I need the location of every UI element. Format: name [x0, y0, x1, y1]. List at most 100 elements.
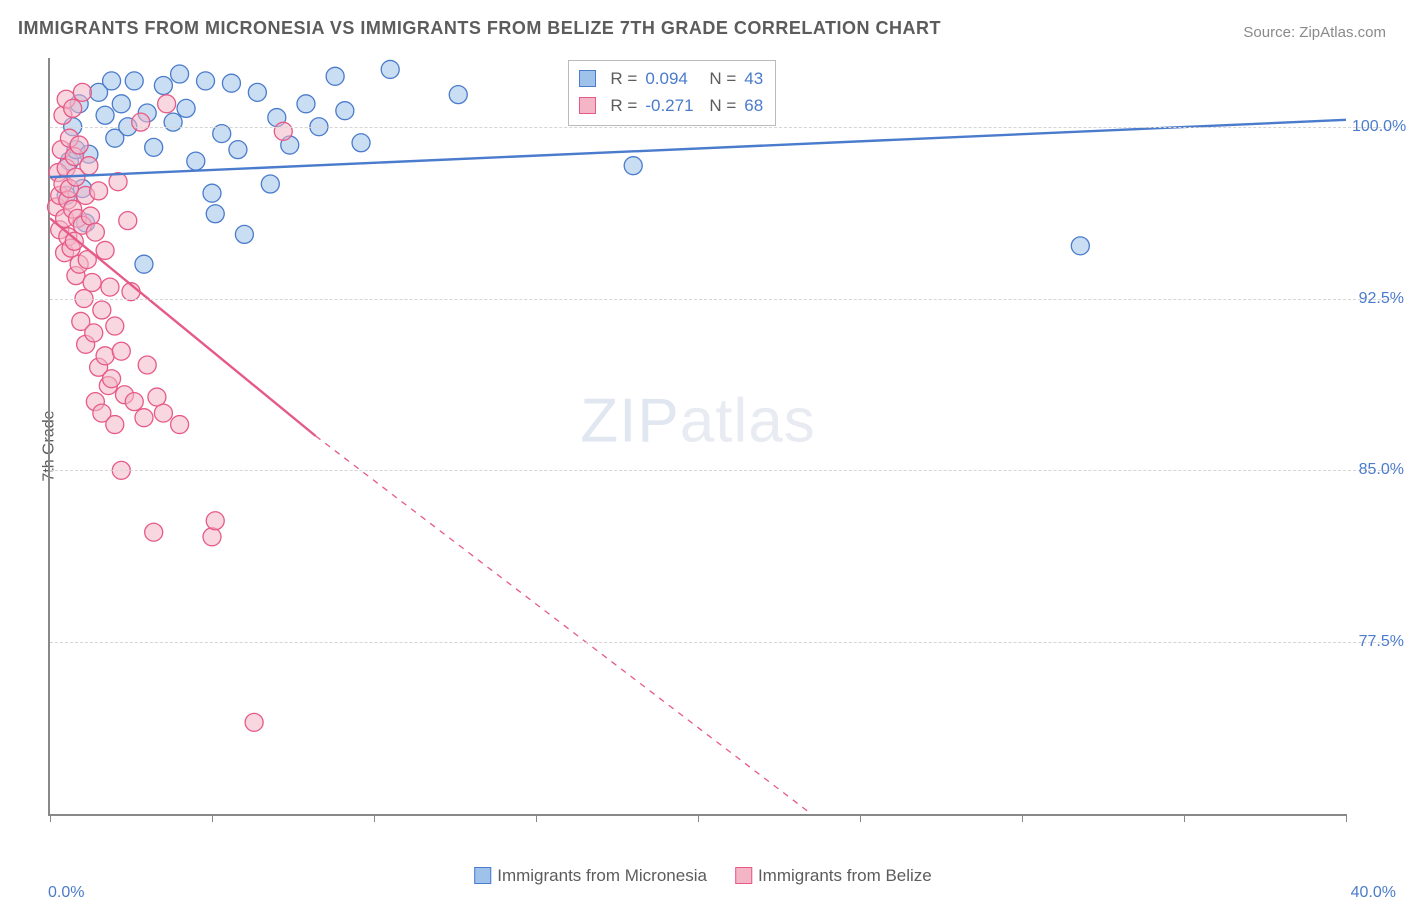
data-point: [145, 523, 163, 541]
data-point: [83, 274, 101, 292]
data-point: [158, 95, 176, 113]
data-point: [106, 317, 124, 335]
legend-item: Immigrants from Micronesia: [474, 866, 707, 886]
data-point: [135, 409, 153, 427]
data-point: [624, 157, 642, 175]
data-point: [297, 95, 315, 113]
data-point: [248, 83, 266, 101]
legend-item: Immigrants from Belize: [735, 866, 932, 886]
legend-stats-row: R = -0.271 N = 68: [579, 92, 763, 119]
data-point: [274, 122, 292, 140]
gridline-horizontal: [50, 470, 1396, 471]
data-point: [96, 241, 114, 259]
data-point: [73, 83, 91, 101]
trend-line-extrapolated: [316, 436, 812, 814]
gridline-horizontal: [50, 127, 1396, 128]
data-point: [125, 72, 143, 90]
data-point: [90, 182, 108, 200]
legend-stats-row: R =0.094N =43: [579, 65, 763, 92]
data-point: [96, 106, 114, 124]
data-point: [326, 67, 344, 85]
r-label: R =: [610, 92, 637, 119]
n-value: 68: [744, 92, 763, 119]
data-point: [154, 76, 172, 94]
data-point: [206, 512, 224, 530]
data-point: [119, 212, 137, 230]
data-point: [171, 65, 189, 83]
data-point: [177, 99, 195, 117]
x-axis-min-label: 0.0%: [48, 884, 84, 902]
data-point: [65, 232, 83, 250]
data-point: [206, 205, 224, 223]
n-label: N =: [709, 65, 736, 92]
x-tick: [50, 814, 51, 822]
y-tick-label: 85.0%: [1352, 461, 1404, 479]
legend-swatch: [474, 867, 491, 884]
data-point: [112, 342, 130, 360]
x-tick: [698, 814, 699, 822]
x-tick: [1184, 814, 1185, 822]
data-point: [187, 152, 205, 170]
data-point: [106, 416, 124, 434]
r-value: 0.094: [645, 65, 701, 92]
chart-plot-area: ZIPatlas R =0.094N =43R =-0.271N =68 77.…: [48, 58, 1346, 816]
data-point: [132, 113, 150, 131]
data-point: [245, 713, 263, 731]
legend-swatch: [579, 97, 596, 114]
data-point: [135, 255, 153, 273]
data-point: [103, 370, 121, 388]
data-point: [352, 134, 370, 152]
data-point: [164, 113, 182, 131]
data-point: [101, 278, 119, 296]
gridline-horizontal: [50, 299, 1396, 300]
source-prefix: Source:: [1243, 24, 1299, 41]
chart-title: IMMIGRANTS FROM MICRONESIA VS IMMIGRANTS…: [18, 18, 941, 39]
data-point: [336, 102, 354, 120]
y-tick-label: 100.0%: [1352, 118, 1404, 136]
source-name: ZipAtlas.com: [1299, 24, 1386, 41]
data-point: [93, 301, 111, 319]
x-tick: [212, 814, 213, 822]
data-point: [86, 223, 104, 241]
data-point: [381, 60, 399, 78]
correlation-legend-box: R =0.094N =43R =-0.271N =68: [568, 60, 776, 126]
data-point: [203, 528, 221, 546]
data-point: [103, 72, 121, 90]
x-tick: [860, 814, 861, 822]
x-tick: [1346, 814, 1347, 822]
data-point: [1071, 237, 1089, 255]
data-point: [96, 347, 114, 365]
data-point: [112, 95, 130, 113]
legend-series-name: Immigrants from Belize: [758, 866, 932, 885]
y-tick-label: 92.5%: [1352, 290, 1404, 308]
gridline-horizontal: [50, 642, 1396, 643]
data-point: [229, 141, 247, 159]
data-point: [197, 72, 215, 90]
legend-swatch: [735, 867, 752, 884]
data-point: [222, 74, 240, 92]
data-point: [70, 136, 88, 154]
data-point: [449, 86, 467, 104]
data-point: [203, 184, 221, 202]
r-value: -0.271: [645, 92, 701, 119]
series-legend: Immigrants from Micronesia Immigrants fro…: [474, 866, 932, 886]
chart-svg: [50, 58, 1346, 814]
data-point: [148, 388, 166, 406]
data-point: [154, 404, 172, 422]
x-axis-max-label: 40.0%: [1351, 884, 1396, 902]
data-point: [138, 356, 156, 374]
data-point: [171, 416, 189, 434]
data-point: [235, 225, 253, 243]
y-tick-label: 77.5%: [1352, 633, 1404, 651]
data-point: [64, 99, 82, 117]
x-tick: [536, 814, 537, 822]
n-label: N =: [709, 92, 736, 119]
legend-swatch: [579, 70, 596, 87]
r-label: R =: [610, 65, 637, 92]
data-point: [85, 324, 103, 342]
data-point: [82, 207, 100, 225]
x-tick: [1022, 814, 1023, 822]
source-attribution: Source: ZipAtlas.com: [1243, 24, 1386, 41]
data-point: [125, 393, 143, 411]
x-tick: [374, 814, 375, 822]
